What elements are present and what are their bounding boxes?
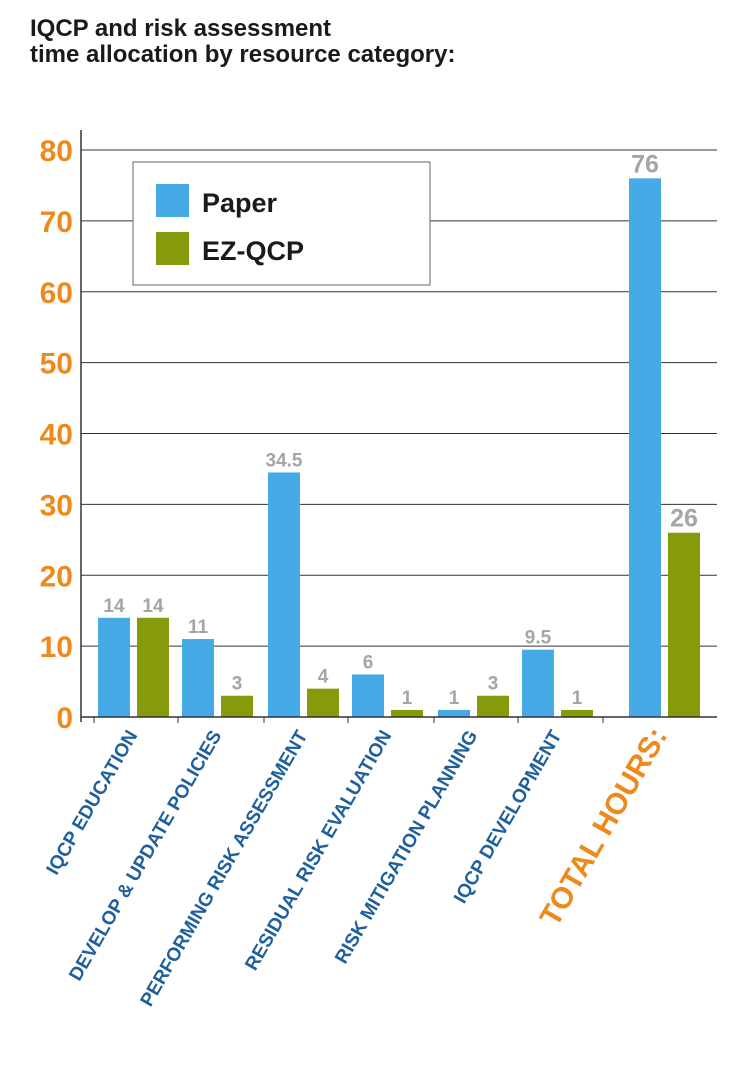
bar-ezqcp	[391, 709, 423, 717]
y-tick-label: 20	[40, 560, 73, 593]
data-label: 1	[449, 688, 460, 709]
y-tick-label: 50	[40, 348, 73, 381]
data-label: 3	[488, 674, 499, 695]
chart-title-line-2: time allocation by resource category:	[30, 41, 456, 68]
legend-swatch-ezqcp	[156, 232, 189, 265]
bar-paper	[629, 178, 661, 718]
data-label: 34.5	[266, 450, 303, 471]
axes	[80, 130, 717, 723]
bar-ezqcp	[221, 695, 253, 717]
data-label: 1	[402, 688, 413, 709]
legend-box	[132, 161, 431, 286]
category-label: DEVELOP & UPDATE POLICIES	[65, 727, 226, 985]
bar-paper	[98, 617, 130, 717]
data-label: 14	[103, 596, 125, 617]
bar-paper	[268, 472, 300, 717]
category-label: RESIDUAL RISK EVALUATION	[241, 727, 396, 974]
data-label: 76	[631, 150, 659, 178]
legend-swatch-paper	[156, 184, 189, 217]
legend-label-paper: Paper	[202, 188, 278, 218]
bar-ezqcp	[477, 695, 509, 717]
bar-ezqcp	[668, 532, 700, 717]
data-labels: 14 11 34.5 6 1 9.5 76 14 3 4 1 3 1 26	[103, 150, 697, 709]
data-label: 11	[188, 617, 209, 638]
data-label: 1	[572, 688, 583, 709]
chart-title: IQCP and risk assessment time allocation…	[30, 16, 455, 68]
data-label: 26	[670, 505, 698, 533]
data-label: 4	[318, 667, 329, 688]
category-label: RISK MITIGATION PLANNING	[331, 727, 482, 968]
data-label: 3	[232, 674, 243, 695]
bars	[98, 178, 700, 718]
y-tick-label: 0	[56, 702, 73, 735]
y-tick-label: 40	[40, 419, 73, 452]
data-label: 9.5	[525, 628, 552, 649]
bar-paper	[352, 674, 384, 717]
y-axis-ticks: 0 10 20 30 40 50 60 70 80	[40, 135, 73, 735]
y-tick-label: 30	[40, 489, 73, 522]
category-label: IQCP EDUCATION	[43, 727, 143, 879]
y-tick-label: 10	[40, 631, 73, 664]
bar-paper	[182, 639, 214, 717]
y-tick-label: 70	[40, 206, 73, 239]
y-tick-label: 60	[40, 277, 73, 310]
legend-label-ezqcp: EZ-QCP	[202, 236, 304, 266]
category-label: PERFORMING RISK ASSESSMENT	[137, 727, 313, 1011]
data-label: 14	[142, 596, 164, 617]
data-label: 6	[363, 652, 374, 673]
legend: Paper EZ-QCP	[132, 161, 431, 286]
bar-ezqcp	[561, 709, 593, 717]
bar-ezqcp	[137, 617, 169, 717]
y-tick-label: 80	[40, 135, 73, 168]
chart-title-line-1: IQCP and risk assessment	[30, 15, 332, 42]
bar-ezqcp	[307, 688, 339, 717]
bar-paper	[522, 649, 554, 717]
bar-paper	[438, 709, 470, 717]
